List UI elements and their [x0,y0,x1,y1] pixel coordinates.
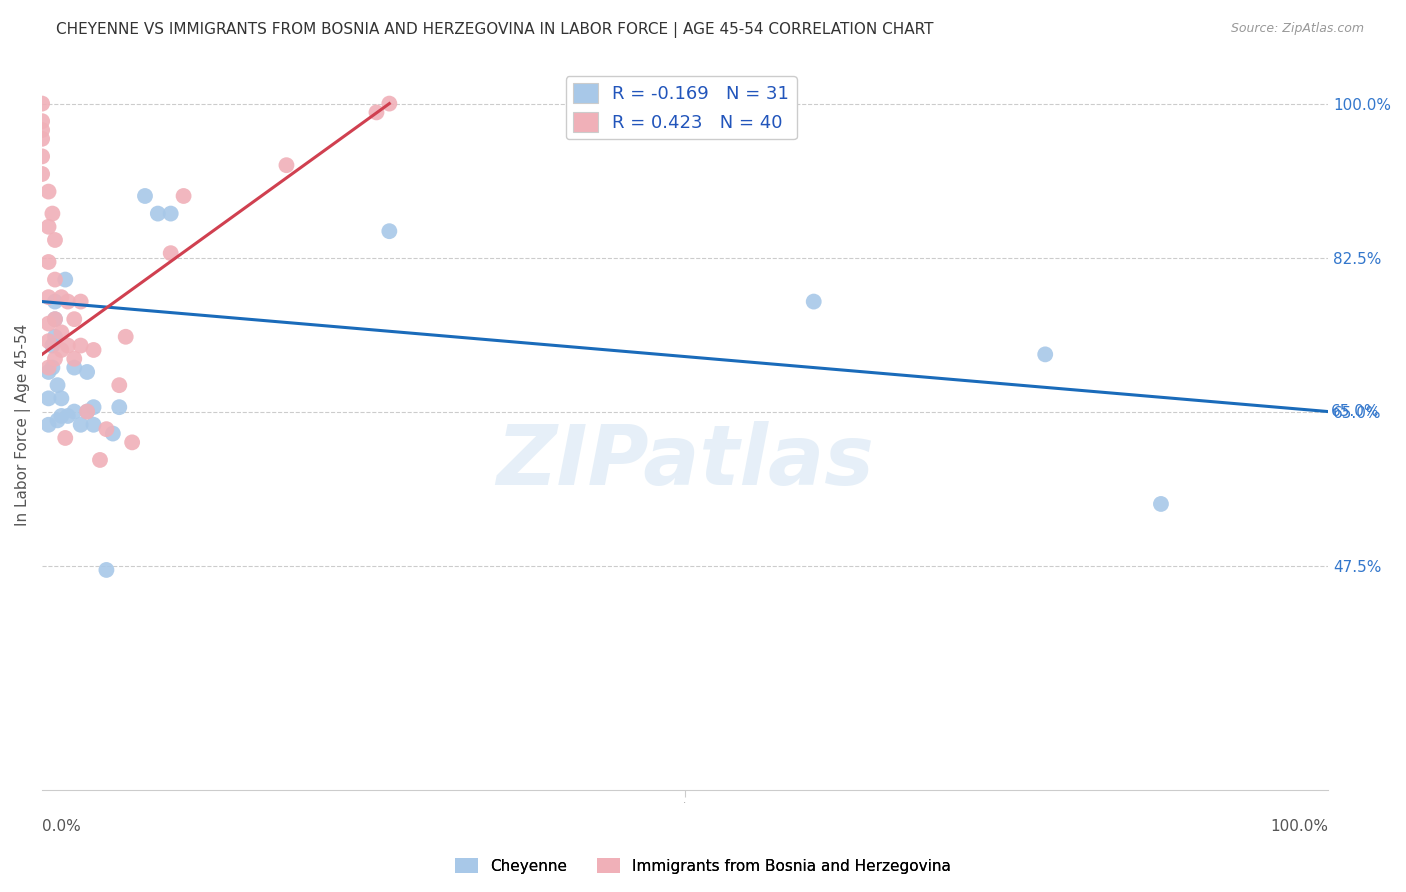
Point [63,360,86,375]
Text: 65.0%: 65.0% [1330,404,1379,419]
Point [803,294,825,309]
Point [108,400,131,414]
Point [366,105,388,120]
Point [31,123,53,137]
Point [38,290,60,304]
Point [46,413,69,427]
Legend: Cheyenne, Immigrants from Bosnia and Herzegovina: Cheyenne, Immigrants from Bosnia and Her… [449,852,957,880]
Point [31,167,53,181]
Point [69,417,91,432]
Text: CHEYENNE VS IMMIGRANTS FROM BOSNIA AND HERZEGOVINA IN LABOR FORCE | AGE 45-54 CO: CHEYENNE VS IMMIGRANTS FROM BOSNIA AND H… [56,22,934,38]
Point [96,563,118,577]
Point [83,343,105,357]
Y-axis label: In Labor Force | Age 45-54: In Labor Force | Age 45-54 [15,324,31,526]
Point [56,409,79,423]
Point [51,290,73,304]
Point [38,255,60,269]
Point [51,343,73,357]
Point [31,96,53,111]
Point [44,294,66,309]
Point [146,206,169,220]
Point [56,294,79,309]
Point [134,189,156,203]
Point [76,404,98,418]
Point [83,400,105,414]
Point [159,246,181,260]
Point [41,206,63,220]
Point [51,392,73,406]
Point [121,435,143,450]
Point [38,360,60,375]
Point [276,158,298,172]
Point [31,114,53,128]
Point [38,185,60,199]
Point [41,360,63,375]
Point [63,351,86,366]
Point [89,453,111,467]
Point [51,409,73,423]
Point [69,294,91,309]
Point [159,206,181,220]
Point [44,330,66,344]
Point [101,426,124,441]
Legend: R = -0.169   N = 31, R = 0.423   N = 40: R = -0.169 N = 31, R = 0.423 N = 40 [565,76,797,139]
Point [41,338,63,352]
Point [1033,347,1056,361]
Point [76,365,98,379]
Point [44,233,66,247]
Point [173,189,195,203]
Point [108,378,131,392]
Point [44,312,66,326]
Point [38,417,60,432]
Point [76,404,98,418]
Point [69,338,91,352]
Point [63,312,86,326]
Point [53,431,76,445]
Point [96,422,118,436]
Point [1150,497,1173,511]
Point [51,326,73,340]
Point [46,378,69,392]
Text: 0.0%: 0.0% [42,819,82,834]
Point [63,404,86,418]
Point [114,330,136,344]
Point [38,317,60,331]
Point [44,312,66,326]
Point [38,365,60,379]
Point [38,392,60,406]
Point [378,96,401,111]
Point [378,224,401,238]
Text: Source: ZipAtlas.com: Source: ZipAtlas.com [1230,22,1364,36]
Point [31,132,53,146]
Point [44,272,66,286]
Point [44,351,66,366]
Text: 100.0%: 100.0% [1270,819,1329,834]
Point [38,334,60,348]
Text: ZIPatlas: ZIPatlas [496,421,875,502]
Point [83,417,105,432]
Point [56,338,79,352]
Point [38,219,60,234]
Point [53,272,76,286]
Point [31,149,53,163]
